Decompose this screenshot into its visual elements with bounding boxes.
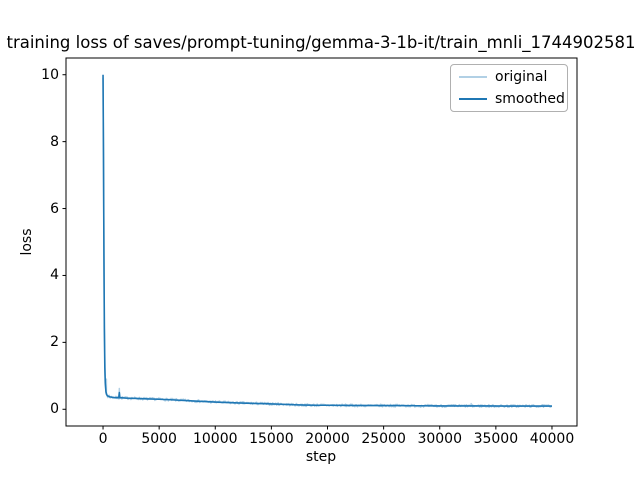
x-tick-label: 40000 xyxy=(529,431,575,447)
legend-label-smoothed: smoothed xyxy=(495,91,565,107)
x-tick-label: 5000 xyxy=(141,431,177,447)
legend: original smoothed xyxy=(450,64,568,112)
x-tick-label: 0 xyxy=(98,431,108,447)
smoothed-line-swatch xyxy=(459,98,487,100)
y-tick-label: 0 xyxy=(50,401,59,418)
y-tick-label: 4 xyxy=(50,267,59,284)
chart-title: training loss of saves/prompt-tuning/gem… xyxy=(6,33,636,52)
x-axis-label: step xyxy=(305,449,337,465)
y-tick-label: 2 xyxy=(50,334,59,351)
x-tick-label: 15000 xyxy=(249,431,294,447)
legend-entry-smoothed: smoothed xyxy=(459,89,565,109)
x-tick-label: 25000 xyxy=(361,431,406,447)
y-tick-label: 8 xyxy=(50,133,59,150)
x-tick-label: 20000 xyxy=(305,431,350,447)
original-line-swatch xyxy=(459,76,487,78)
legend-label-original: original xyxy=(495,69,548,85)
y-tick-label: 6 xyxy=(50,200,59,217)
y-axis-label: loss xyxy=(19,228,35,256)
x-tick-label: 35000 xyxy=(473,431,519,447)
legend-entry-original: original xyxy=(459,67,559,87)
y-tick-label: 10 xyxy=(41,66,59,83)
x-tick-label: 10000 xyxy=(192,431,238,447)
x-tick-label: 30000 xyxy=(417,431,462,447)
